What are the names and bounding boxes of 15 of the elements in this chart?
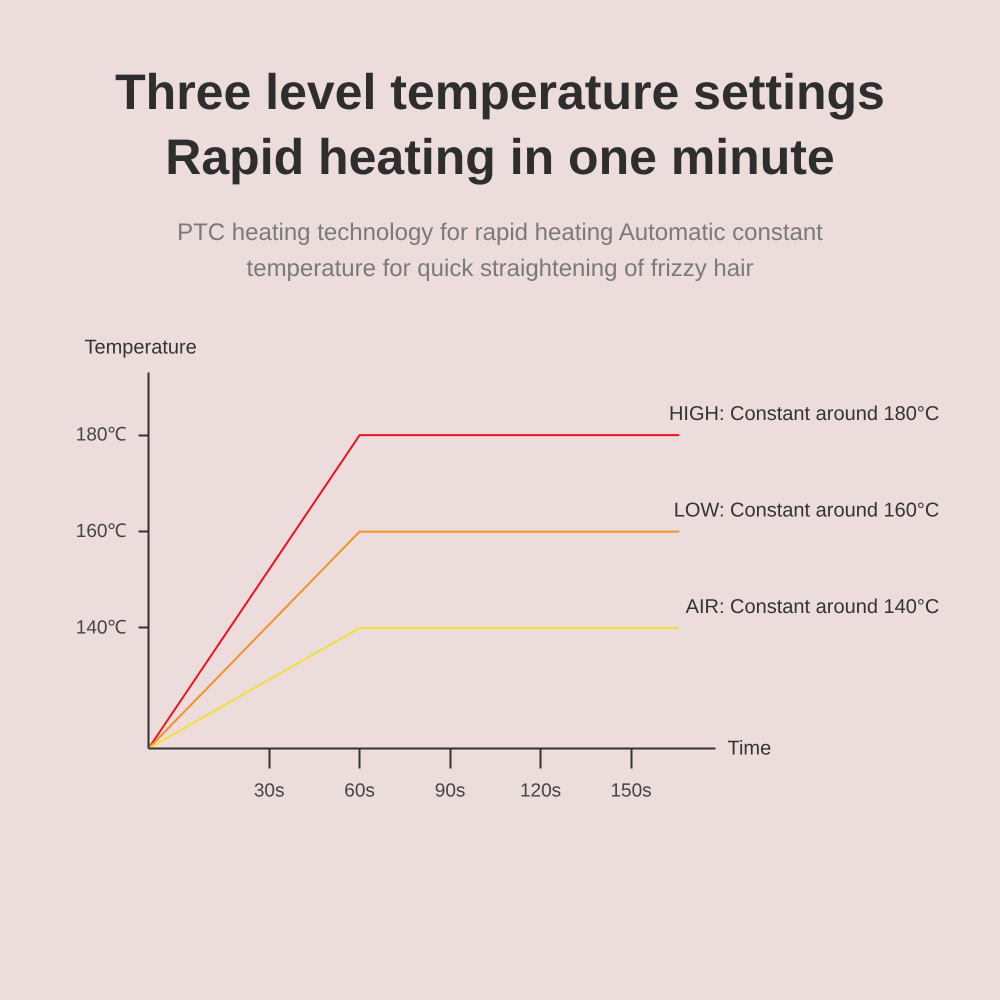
x-tick-label: 90s — [434, 780, 466, 802]
y-tick-label: 180℃ — [76, 424, 126, 446]
y-tick-label: 140℃ — [76, 617, 126, 638]
chart-subtitle: PTC heating technology for rapid heating Automatic constant temperature for quick straightening of frizzy hair — [176, 218, 824, 284]
x-tick-label: 30s — [254, 780, 284, 802]
series-label: AIR: Constant around 140°C — [686, 596, 940, 618]
x-tick-label: 150s — [610, 780, 652, 802]
chart-title: Three level temperature settings Rapid heating in one minute — [114, 63, 886, 187]
x-tick-label: 120s — [520, 780, 562, 802]
series-label: HIGH: Constant around 180°C — [668, 403, 940, 426]
series-label: LOW: Constant around 160°C — [674, 500, 940, 522]
y-axis-title: Temperature — [84, 336, 197, 358]
x-tick-label: 60s — [344, 780, 375, 802]
y-tick-label: 160℃ — [76, 521, 126, 542]
x-axis-title: Time — [728, 738, 772, 760]
